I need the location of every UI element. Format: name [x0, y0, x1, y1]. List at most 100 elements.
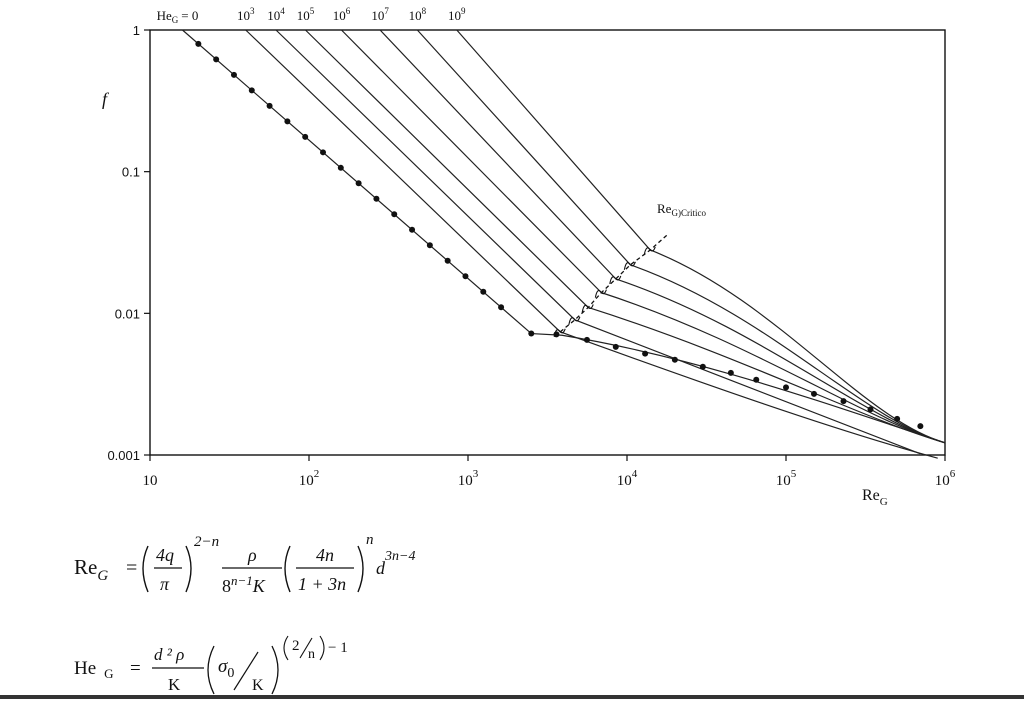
data-point	[266, 102, 273, 109]
critical-re-line	[553, 234, 669, 337]
data-point	[373, 195, 380, 202]
data-point	[699, 363, 706, 370]
critical-kink	[568, 316, 581, 325]
data-point	[444, 257, 451, 264]
y-tick-label: 1	[133, 23, 140, 38]
he-curve	[305, 29, 946, 444]
data-point	[230, 71, 237, 78]
he-lhs: He	[74, 658, 96, 679]
he-equals: =	[130, 658, 141, 679]
he-curve	[456, 29, 946, 444]
re-equals: =	[126, 557, 137, 579]
he-label: 108	[409, 6, 427, 23]
re-exp3: n	[366, 532, 374, 548]
he-label: 109	[448, 6, 466, 23]
hedstrom-formula: He G = d ² ρ K σ0 K 2 n − 1	[74, 626, 394, 696]
he-label: 107	[371, 6, 389, 23]
x-axis-label: ReG	[862, 487, 888, 508]
data-point	[642, 350, 649, 357]
he-label: 105	[297, 6, 315, 23]
data-point	[727, 369, 734, 376]
data-point	[753, 376, 760, 383]
he-curve	[379, 29, 946, 444]
he-label: 103	[237, 6, 255, 23]
x-tick-label: 103	[458, 468, 479, 489]
re-d: d3n−4	[376, 549, 415, 578]
critical-kink	[609, 275, 622, 285]
re-frac3-den: 1 + 3n	[298, 574, 346, 594]
he-label-zero: HeG = 0	[157, 8, 199, 25]
svg-text:ReG: ReG	[74, 555, 108, 584]
x-tick-label: 10	[143, 473, 158, 489]
bottom-edge-bar	[0, 695, 1024, 699]
x-tick-label: 104	[617, 468, 638, 489]
data-point	[783, 384, 789, 391]
data-point	[213, 56, 220, 63]
re-frac1-num: 4q	[156, 545, 174, 565]
critical-kink	[623, 261, 636, 270]
data-point	[612, 343, 619, 350]
he-legend: HeG = 0 103 104 105 106 107 108 109	[157, 6, 466, 25]
data-point	[917, 423, 924, 430]
data-point	[528, 330, 535, 337]
data-point	[462, 273, 469, 280]
data-point	[302, 133, 309, 140]
data-point	[671, 356, 678, 363]
svg-text:HeG: He G	[74, 658, 114, 681]
he-frac-den: K	[168, 675, 181, 694]
data-point	[867, 406, 874, 413]
y-tick-label: 0.001	[107, 448, 140, 463]
data-point	[195, 40, 202, 47]
he-curve	[275, 29, 921, 455]
re-lhs: Re	[74, 555, 97, 579]
data-point	[391, 211, 398, 218]
x-tick-label: 102	[299, 468, 320, 489]
he-zero-markers	[195, 40, 924, 430]
data-point	[583, 336, 590, 343]
data-point	[248, 87, 255, 94]
data-point	[337, 164, 344, 171]
data-point	[426, 242, 433, 249]
re-exp1: 2−n	[194, 534, 219, 550]
critical-dashed-path	[559, 234, 669, 333]
data-point	[810, 390, 817, 397]
critical-re-label: ReG)Critico	[657, 201, 706, 218]
data-point	[320, 149, 327, 156]
re-frac2-num: ρ	[247, 545, 257, 565]
data-point	[894, 415, 901, 422]
plot-frame	[149, 29, 946, 456]
re-frac2-den: 8n−1K	[222, 573, 266, 596]
curve-group	[182, 29, 946, 459]
he-over-k: K	[252, 677, 264, 694]
friction-factor-chart: 1 0.1 0.01 0.001 10 102 103 104 105 106 HeG = 0 10…	[102, 6, 956, 508]
he-label: 104	[267, 6, 285, 23]
x-tick-label: 105	[776, 468, 797, 489]
critical-kink	[643, 246, 656, 256]
data-point	[840, 398, 847, 405]
data-point	[409, 226, 416, 233]
data-point	[498, 304, 505, 311]
y-tick-label: 0.1	[122, 165, 140, 180]
he-curve	[245, 29, 938, 459]
he-curve	[182, 29, 946, 444]
he-label: 106	[333, 6, 351, 23]
he-curve	[341, 29, 946, 444]
he-exp-den: n	[308, 647, 315, 662]
he-sigma: σ0	[218, 656, 234, 681]
he-exp-num: 2	[292, 638, 300, 654]
data-point	[284, 118, 291, 125]
x-tick-label: 106	[935, 468, 956, 489]
y-axis-ticks: 1 0.1 0.01 0.001	[107, 23, 150, 463]
reynolds-formula: ReG = 4q π 2−n ρ 8n−1K 4n 1 + 3n n d3n−4	[74, 528, 494, 608]
re-frac1-den: π	[160, 574, 170, 594]
data-point	[480, 288, 487, 295]
y-tick-label: 0.01	[115, 306, 140, 321]
he-exp-tail: − 1	[328, 640, 348, 656]
data-point	[355, 180, 362, 187]
re-frac3-num: 4n	[316, 545, 334, 565]
he-frac-num: d ² ρ	[154, 645, 184, 664]
critical-kink	[553, 328, 566, 337]
y-axis-label: f	[102, 89, 110, 109]
x-axis-ticks: 10 102 103 104 105 106	[143, 455, 956, 489]
he-curve	[416, 29, 946, 444]
